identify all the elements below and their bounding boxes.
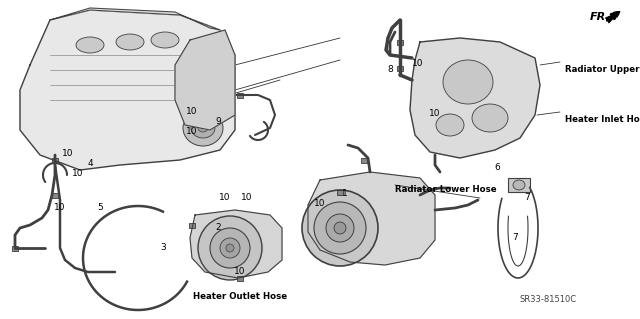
Ellipse shape (203, 58, 213, 66)
Text: 4: 4 (87, 159, 93, 167)
Ellipse shape (220, 238, 240, 258)
Ellipse shape (210, 228, 250, 268)
Ellipse shape (76, 37, 104, 53)
Text: Radiator Upper Hose: Radiator Upper Hose (565, 65, 640, 74)
Text: 10: 10 (429, 108, 441, 117)
Text: 10: 10 (62, 149, 74, 158)
Bar (508, 178, 530, 192)
Text: 10: 10 (54, 203, 66, 211)
Ellipse shape (513, 180, 525, 190)
Ellipse shape (334, 222, 346, 234)
Bar (397, 40, 403, 44)
Text: FR.: FR. (590, 12, 611, 22)
Ellipse shape (116, 34, 144, 50)
Ellipse shape (196, 52, 220, 72)
Text: 3: 3 (160, 243, 166, 253)
Text: 10: 10 (186, 127, 198, 136)
Text: 10: 10 (186, 107, 198, 115)
Ellipse shape (191, 118, 215, 138)
Text: 10: 10 (412, 58, 424, 68)
Text: 6: 6 (494, 164, 500, 173)
Ellipse shape (198, 216, 262, 280)
Text: 10: 10 (72, 168, 84, 177)
Bar (189, 222, 195, 227)
Polygon shape (20, 10, 235, 170)
Ellipse shape (226, 244, 234, 252)
Ellipse shape (314, 202, 366, 254)
Bar (397, 65, 403, 70)
Ellipse shape (203, 91, 213, 99)
Ellipse shape (326, 214, 354, 242)
Text: 10: 10 (241, 194, 253, 203)
Text: 9: 9 (215, 116, 221, 125)
Text: 1: 1 (342, 189, 348, 197)
Ellipse shape (436, 114, 464, 136)
Ellipse shape (302, 190, 378, 266)
Text: 7: 7 (524, 194, 530, 203)
Polygon shape (308, 172, 435, 265)
Bar (237, 276, 243, 280)
Ellipse shape (151, 32, 179, 48)
Bar (337, 189, 343, 195)
Polygon shape (190, 210, 282, 278)
Polygon shape (175, 30, 235, 130)
Text: 10: 10 (220, 194, 231, 203)
Text: 5: 5 (97, 203, 103, 211)
Polygon shape (50, 8, 220, 30)
Text: Radiator Lower Hose: Radiator Lower Hose (395, 185, 497, 194)
Bar (237, 93, 243, 98)
Ellipse shape (472, 104, 508, 132)
Ellipse shape (188, 44, 228, 80)
Text: 10: 10 (234, 268, 246, 277)
Text: SR33-81510C: SR33-81510C (520, 295, 577, 304)
Ellipse shape (443, 60, 493, 104)
Text: Heater Inlet Hose: Heater Inlet Hose (565, 115, 640, 124)
Ellipse shape (198, 124, 208, 132)
Ellipse shape (196, 85, 220, 105)
Text: 8: 8 (387, 65, 393, 75)
Polygon shape (410, 38, 540, 158)
Ellipse shape (183, 110, 223, 146)
Bar (52, 158, 58, 162)
Text: 2: 2 (215, 224, 221, 233)
Text: Heater Outlet Hose: Heater Outlet Hose (193, 292, 287, 301)
Bar (361, 158, 367, 162)
Text: 10: 10 (314, 198, 326, 207)
Bar (12, 246, 18, 250)
Text: 7: 7 (512, 234, 518, 242)
Ellipse shape (188, 77, 228, 113)
Bar (52, 192, 58, 197)
